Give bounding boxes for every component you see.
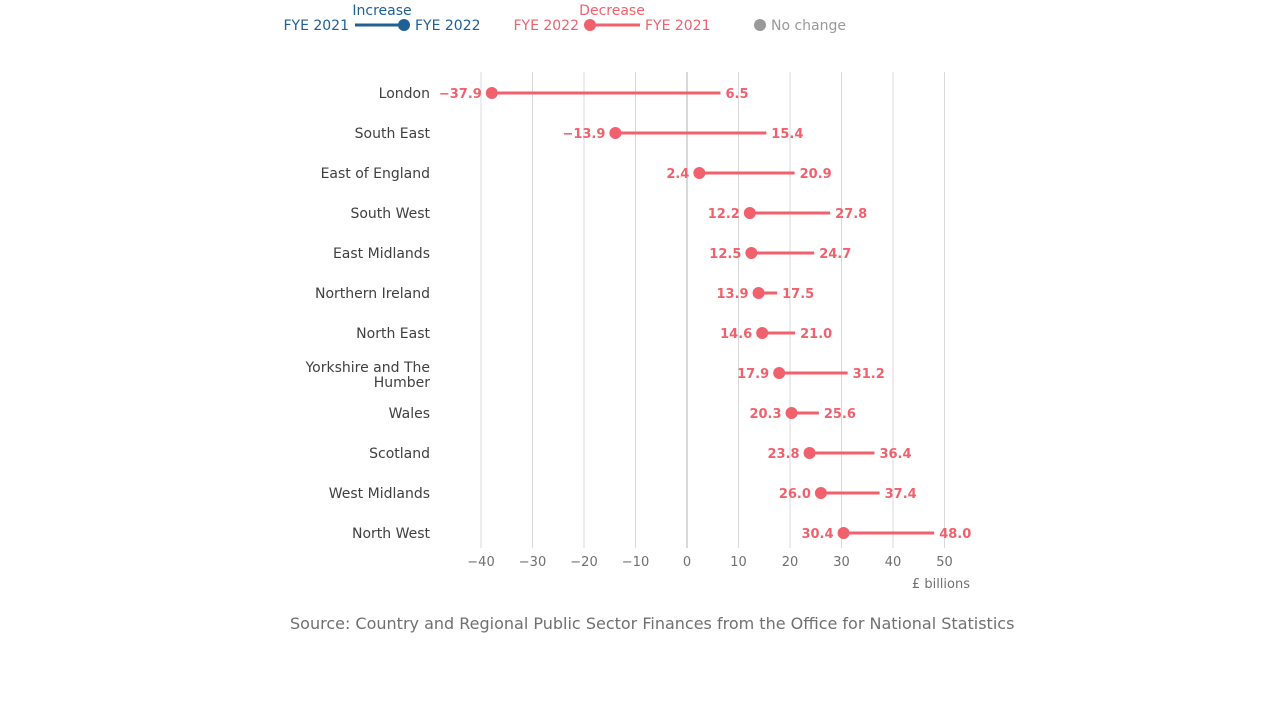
x-tick-label: −40 (467, 555, 494, 570)
category-label: Wales (389, 406, 430, 422)
fye2021-value-label: 36.4 (879, 447, 911, 462)
fye2022-dot (743, 207, 756, 219)
fye2022-value-label: 20.3 (749, 407, 781, 422)
legend-increase-from: FYE 2021 (283, 18, 349, 34)
x-tick-label: −30 (519, 555, 546, 570)
x-tick-label: 30 (833, 555, 850, 570)
legend: Increase FYE 2021 FYE 2022 Decrease FYE … (283, 3, 846, 34)
category-label: Northern Ireland (315, 286, 430, 302)
category-label: South East (355, 126, 431, 142)
category-label-line: Yorkshire and The (304, 360, 430, 376)
fye2022-value-label: 12.2 (708, 207, 740, 222)
x-tick-label: 40 (885, 555, 902, 570)
legend-increase: Increase FYE 2021 FYE 2022 (283, 3, 480, 34)
fye2021-value-label: 48.0 (939, 527, 971, 542)
legend-increase-title: Increase (352, 3, 411, 19)
legend-no-change: No change (754, 18, 846, 34)
fye2021-value-label: 6.5 (725, 87, 748, 102)
x-tick-label: 0 (683, 555, 691, 570)
legend-increase-to: FYE 2022 (415, 18, 481, 34)
fye2022-value-label: −37.9 (439, 87, 482, 102)
category-label: West Midlands (329, 486, 430, 502)
fye2022-dot (785, 407, 798, 419)
fye2021-value-label: 21.0 (800, 327, 832, 342)
legend-increase-dot (398, 19, 410, 31)
fye2021-value-label: 15.4 (771, 127, 803, 142)
category-label: North East (356, 326, 430, 342)
fye2022-dot (485, 87, 498, 99)
gridlines (480, 72, 945, 548)
fye2022-value-label: 30.4 (801, 527, 833, 542)
fye2022-value-label: 14.6 (720, 327, 752, 342)
dumbbell-chart: Increase FYE 2021 FYE 2022 Decrease FYE … (283, 3, 971, 592)
category-label: South West (350, 206, 430, 222)
fye2021-value-label: 20.9 (800, 167, 832, 182)
x-axis-ticks: −40 −30 −20 −10 0 10 20 30 40 50 (467, 555, 952, 570)
fye2021-value-label: 25.6 (824, 407, 856, 422)
x-tick-label: −20 (570, 555, 597, 570)
legend-decrease-to: FYE 2021 (645, 18, 711, 34)
fye2021-value-label: 31.2 (853, 367, 885, 382)
category-label-line: Humber (374, 375, 431, 391)
legend-decrease-dot (584, 19, 596, 31)
fye2022-dot (803, 447, 816, 459)
fye2022-dot (773, 367, 786, 379)
category-label: Yorkshire and The Humber (304, 360, 430, 391)
category-label: East of England (321, 166, 430, 182)
fye2022-dot (837, 527, 850, 539)
legend-decrease-title: Decrease (579, 3, 645, 19)
x-tick-label: 50 (936, 555, 953, 570)
fye2022-dot (814, 487, 827, 499)
fye2022-dot (693, 167, 706, 179)
legend-no-change-dot (754, 19, 766, 31)
legend-no-change-label: No change (771, 18, 846, 34)
fye2022-value-label: 17.9 (737, 367, 769, 382)
category-label: East Midlands (333, 246, 430, 262)
fye2022-value-label: 12.5 (709, 247, 741, 262)
legend-decrease: Decrease FYE 2022 FYE 2021 (513, 3, 710, 34)
category-labels: London South East East of England South Wes… (304, 86, 430, 542)
fye2022-dot (752, 287, 765, 299)
x-tick-label: 20 (782, 555, 799, 570)
x-tick-label: 10 (730, 555, 747, 570)
fye2021-value-label: 17.5 (782, 287, 814, 302)
legend-decrease-from: FYE 2022 (513, 18, 579, 34)
category-label: Scotland (369, 446, 430, 462)
category-label: London (379, 86, 430, 102)
fye2022-dot (756, 327, 769, 339)
fye2022-value-label: 26.0 (779, 487, 811, 502)
fye2021-value-label: 24.7 (819, 247, 851, 262)
fye2022-value-label: 2.4 (666, 167, 689, 182)
fye2022-dot (745, 247, 758, 259)
fye2022-value-label: −13.9 (562, 127, 605, 142)
source-note: Source: Country and Regional Public Sect… (290, 614, 1015, 633)
fye2021-value-label: 27.8 (835, 207, 867, 222)
category-label: North West (352, 526, 431, 542)
x-axis-unit-label: £ billions (912, 577, 970, 592)
x-tick-label: −10 (622, 555, 649, 570)
fye2022-value-label: 13.9 (717, 287, 749, 302)
fye2022-value-label: 23.8 (767, 447, 799, 462)
data-marks: −37.9 6.5 −13.9 15.4 2.4 20.9 12.2 27.8 12.5 24.7… (439, 87, 971, 542)
fye2021-value-label: 37.4 (885, 487, 917, 502)
fye2022-dot (609, 127, 622, 139)
